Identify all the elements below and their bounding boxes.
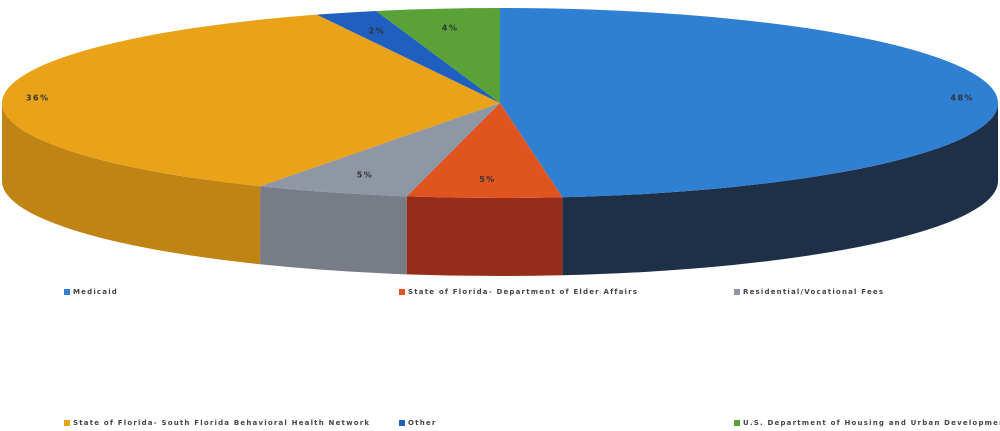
pie-side-state-of-florida-south-florida-behavioral-health-network xyxy=(2,103,261,265)
data-label-residential-vocational-fees: 5% xyxy=(357,171,374,180)
pie-slice-residential-vocational-fees xyxy=(260,103,500,197)
pie-side-residential-vocational-fees xyxy=(260,186,407,275)
data-label-state-of-florida-department-of-elder-affairs: 5% xyxy=(479,175,496,184)
pie-side-medicaid xyxy=(562,103,998,276)
data-label-u-s-department-of-housing-and-urban-development: 4% xyxy=(442,24,459,33)
pie-slice-state-of-florida-south-florida-behavioral-health-network xyxy=(2,14,500,187)
pie-sides xyxy=(2,103,998,276)
data-label-other: 2% xyxy=(369,27,386,36)
data-label-medicaid: 48% xyxy=(950,93,974,102)
pie-tops xyxy=(2,8,999,198)
pie-side-state-of-florida-department-of-elder-affairs xyxy=(406,196,563,276)
pie-labels: 48% 5% 5% 36% 2% 4% xyxy=(26,24,974,184)
pie-slice-state-of-florida-department-of-elder-affairs xyxy=(406,103,563,198)
pie-slice-medicaid xyxy=(500,8,999,198)
data-label-state-of-florida-south-florida-behavioral-health-network: 36% xyxy=(26,93,50,102)
pie-slice-u-s-department-of-housing-and-urban-development xyxy=(376,8,500,103)
pie-slice-other xyxy=(316,10,500,103)
